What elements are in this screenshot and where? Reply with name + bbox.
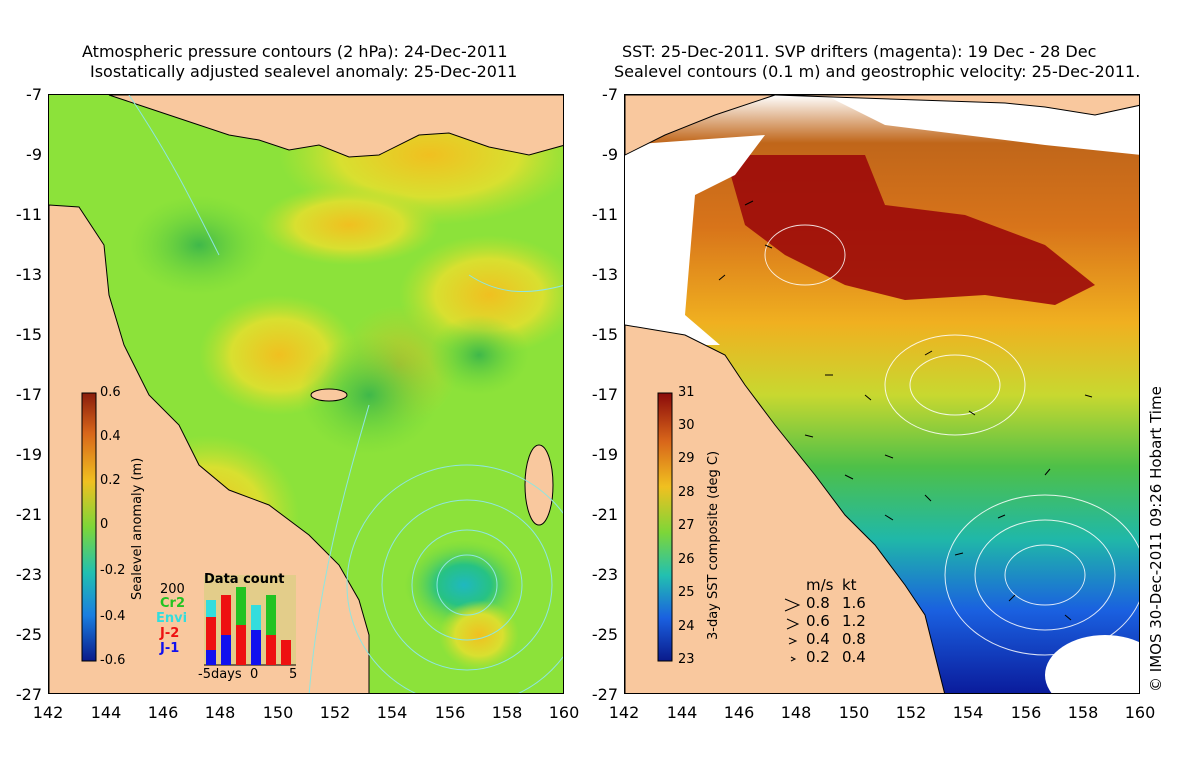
inset-xlabel-5: 5 bbox=[289, 667, 298, 682]
right-y-tick: -7 bbox=[602, 85, 618, 104]
left-colorbar-label: Sealevel anomaly (m) bbox=[130, 457, 145, 600]
left-y-tick: -15 bbox=[15, 325, 42, 344]
left-x-tick: 146 bbox=[147, 703, 179, 722]
sst-map-graphic bbox=[625, 95, 1139, 693]
inset-xlabel-minus5: -5days bbox=[198, 667, 242, 682]
right-y-tick: -27 bbox=[591, 685, 618, 704]
left-x-tick: 144 bbox=[90, 703, 122, 722]
left-y-tick: -17 bbox=[15, 385, 42, 404]
right-x-tick: 160 bbox=[1124, 703, 1156, 722]
right-cb-tick: 27 bbox=[678, 518, 695, 533]
velocity-legend-ms: 0.8 bbox=[806, 594, 830, 612]
imos-credit: © IMOS 30-Dec-2011 09:26 Hobart Time bbox=[1147, 386, 1165, 692]
right-x-tick: 158 bbox=[1067, 703, 1099, 722]
right-cb-tick: 26 bbox=[678, 552, 695, 567]
left-title-line2: Isostatically adjusted sealevel anomaly:… bbox=[90, 62, 518, 81]
left-y-tick: -25 bbox=[15, 625, 42, 644]
right-title-line2: Sealevel contours (0.1 m) and geostrophi… bbox=[614, 62, 1141, 81]
right-y-tick: -17 bbox=[591, 385, 618, 404]
left-y-tick: -7 bbox=[26, 85, 42, 104]
velocity-legend-kt: 0.8 bbox=[842, 630, 866, 648]
right-colorbar bbox=[657, 392, 673, 662]
left-y-tick: -9 bbox=[26, 145, 42, 164]
right-cb-tick: 25 bbox=[678, 585, 695, 600]
right-cb-tick: 24 bbox=[678, 619, 695, 634]
velocity-legend-ms-header: m/s bbox=[806, 576, 834, 594]
left-cb-tick: 0.2 bbox=[100, 473, 121, 488]
velocity-legend-ms: 0.6 bbox=[806, 612, 830, 630]
left-colorbar bbox=[81, 392, 97, 662]
right-y-tick: -11 bbox=[591, 205, 618, 224]
inset-source-envi: Envi bbox=[156, 611, 188, 626]
right-y-tick: -9 bbox=[602, 145, 618, 164]
right-cb-tick: 29 bbox=[678, 451, 695, 466]
inset-source-j2: J-2 bbox=[160, 626, 180, 641]
right-y-tick: -13 bbox=[591, 265, 618, 284]
left-x-tick: 152 bbox=[319, 703, 351, 722]
right-y-tick: -15 bbox=[591, 325, 618, 344]
sealevel-anomaly-map-graphic bbox=[49, 95, 563, 693]
right-x-tick: 146 bbox=[723, 703, 755, 722]
inset-title: Data count bbox=[204, 572, 285, 587]
left-y-tick: -23 bbox=[15, 565, 42, 584]
sst-map bbox=[624, 94, 1140, 694]
left-x-tick: 156 bbox=[434, 703, 466, 722]
inset-xlabel-0: 0 bbox=[250, 667, 259, 682]
velocity-legend-kt: 1.6 bbox=[842, 594, 866, 612]
inset-source-cr2: Cr2 bbox=[160, 596, 185, 611]
left-cb-tick: -0.6 bbox=[100, 653, 126, 668]
right-cb-tick: 23 bbox=[678, 652, 695, 667]
inset-ymax: 200 bbox=[160, 582, 185, 597]
right-x-tick: 148 bbox=[780, 703, 812, 722]
left-y-tick: -11 bbox=[15, 205, 42, 224]
left-cb-tick: 0.6 bbox=[100, 385, 121, 400]
left-cb-tick: -0.4 bbox=[100, 609, 126, 624]
left-cb-tick: 0 bbox=[100, 517, 109, 532]
right-x-tick: 150 bbox=[838, 703, 870, 722]
velocity-legend-kt: 1.2 bbox=[842, 612, 866, 630]
right-y-tick: -21 bbox=[591, 505, 618, 524]
right-x-tick: 152 bbox=[895, 703, 927, 722]
right-x-tick: 154 bbox=[952, 703, 984, 722]
left-x-tick: 148 bbox=[204, 703, 236, 722]
velocity-legend-kt: 0.4 bbox=[842, 648, 866, 666]
left-x-tick: 142 bbox=[32, 703, 64, 722]
right-y-tick: -25 bbox=[591, 625, 618, 644]
velocity-legend-ms: 0.4 bbox=[806, 630, 830, 648]
right-y-tick: -23 bbox=[591, 565, 618, 584]
velocity-legend-ms: 0.2 bbox=[806, 648, 830, 666]
right-x-tick: 156 bbox=[1010, 703, 1042, 722]
right-x-tick: 144 bbox=[666, 703, 698, 722]
velocity-legend-kt-header: kt bbox=[842, 576, 857, 594]
right-cb-tick: 30 bbox=[678, 418, 695, 433]
left-x-tick: 158 bbox=[491, 703, 523, 722]
left-y-tick: -19 bbox=[15, 445, 42, 464]
inset-source-j1: J-1 bbox=[160, 641, 180, 656]
velocity-legend-arrows bbox=[784, 598, 801, 662]
left-x-tick: 154 bbox=[376, 703, 408, 722]
left-title-line1: Atmospheric pressure contours (2 hPa): 2… bbox=[82, 42, 508, 61]
data-count-inset bbox=[204, 575, 296, 666]
left-cb-tick: 0.4 bbox=[100, 429, 121, 444]
left-y-tick: -21 bbox=[15, 505, 42, 524]
left-y-tick: -27 bbox=[15, 685, 42, 704]
left-x-tick: 160 bbox=[548, 703, 580, 722]
right-title-line1: SST: 25-Dec-2011. SVP drifters (magenta)… bbox=[622, 42, 1097, 61]
right-y-tick: -19 bbox=[591, 445, 618, 464]
right-colorbar-label: 3-day SST composite (deg C) bbox=[706, 450, 721, 640]
right-cb-tick: 28 bbox=[678, 485, 695, 500]
left-y-tick: -13 bbox=[15, 265, 42, 284]
sealevel-anomaly-map bbox=[48, 94, 564, 694]
left-cb-tick: -0.2 bbox=[100, 563, 126, 578]
left-x-tick: 150 bbox=[262, 703, 294, 722]
right-cb-tick: 31 bbox=[678, 385, 695, 400]
right-x-tick: 142 bbox=[608, 703, 640, 722]
